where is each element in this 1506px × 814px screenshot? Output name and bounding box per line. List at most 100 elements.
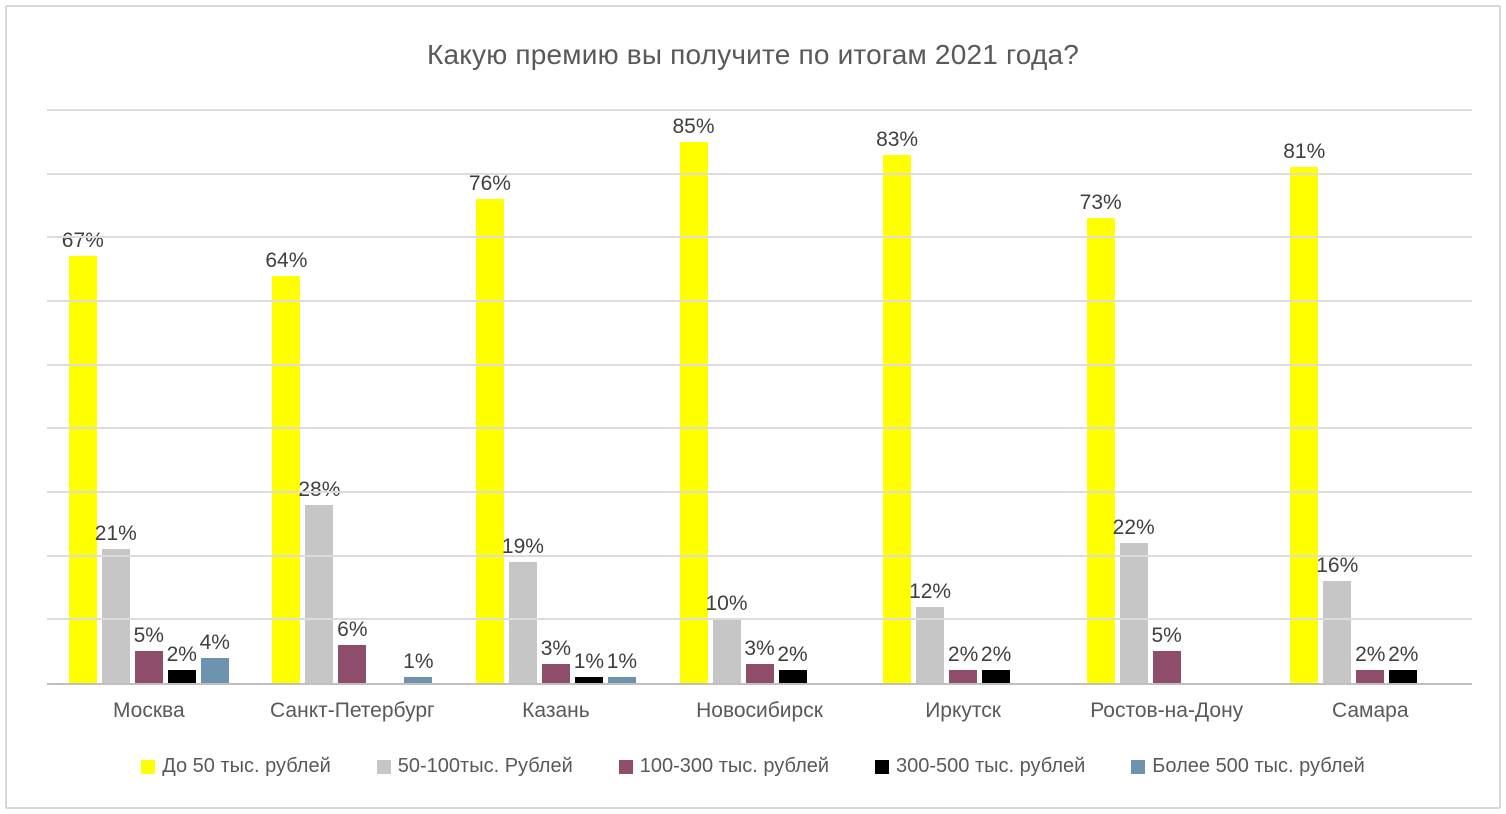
legend-item-5: Более 500 тыс. рублей	[1131, 755, 1365, 778]
bar-slot: 81%	[1283, 112, 1325, 683]
category-label-3: Казань	[522, 699, 590, 722]
gridline-50	[47, 363, 1472, 366]
bar-series5-cat3: 1%	[607, 651, 637, 683]
bar-series1-cat3: 76%	[469, 173, 511, 683]
legend: До 50 тыс. рублей 50-100тыс. Рублей 100-30…	[7, 755, 1499, 778]
bar-value-label: 1%	[573, 649, 605, 673]
legend-color-swatch-icon	[141, 759, 156, 774]
bar-slot	[1219, 112, 1247, 683]
legend-color-swatch-icon	[618, 759, 633, 774]
bar-value-label: 1%	[403, 649, 434, 673]
bar-value-label: 64%	[265, 248, 308, 272]
bar-slot: 64%	[265, 112, 307, 683]
legend-item-label: 100-300 тыс. рублей	[639, 755, 830, 777]
bar-series2-cat2: 28%	[298, 479, 340, 683]
bar-slot	[371, 112, 399, 683]
bar-value-label: 1%	[606, 649, 638, 673]
bar-series2-cat6: 22%	[1113, 517, 1155, 683]
legend-color-swatch-icon	[875, 759, 890, 774]
bar-slot	[1422, 112, 1450, 683]
bar-group-4: 85% 10% 3% 2%	[658, 112, 862, 683]
bar-series2-cat7: 16%	[1316, 555, 1358, 683]
bar-series1-cat4: 85%	[673, 116, 715, 683]
bar-value-label: 3%	[540, 636, 572, 660]
bar-slot: 4%	[200, 112, 230, 683]
bar-value-label: 83%	[876, 127, 919, 151]
gridline-10	[47, 618, 1472, 621]
gridline-70	[47, 236, 1472, 239]
bar-slot: 5%	[134, 112, 164, 683]
category-label-7: Самара	[1331, 699, 1409, 722]
bar-value-label: 22%	[1112, 515, 1155, 539]
gridline-90	[47, 109, 1472, 111]
gridline-20	[47, 554, 1472, 557]
bar-slot: 10%	[706, 112, 748, 683]
bar-series3-cat7: 2%	[1355, 644, 1385, 683]
bar-group-2: 64% 28% 6% 1%	[251, 112, 455, 683]
bar-series2-cat3: 19%	[502, 536, 544, 683]
bar-series1-cat1: 67%	[62, 230, 104, 683]
bar-slot: 16%	[1316, 112, 1358, 683]
chart-title: Какую премию вы получите по итогам 2021 …	[426, 39, 1080, 70]
bar-value-label: 28%	[298, 477, 341, 501]
bar-slot: 76%	[469, 112, 511, 683]
bar-series3-cat2: 6%	[337, 619, 368, 683]
bar-value-label: 85%	[672, 114, 715, 138]
bar-value-label: 6%	[337, 617, 368, 641]
bar-slot: 1%	[403, 112, 434, 683]
category-label-6: Ростов-на-Дону	[1090, 699, 1244, 722]
bar-series2-cat4: 10%	[706, 593, 748, 683]
bar-value-label: 67%	[61, 229, 104, 253]
bar-value-label: 2%	[1355, 643, 1386, 667]
bar-slot: 85%	[673, 112, 715, 683]
legend-item-label: 50-100тыс. Рублей	[397, 755, 573, 777]
bar-slot: 22%	[1113, 112, 1155, 683]
bar-slot: 3%	[540, 112, 572, 683]
bar-series1-cat6: 73%	[1080, 192, 1122, 683]
bar-series2-cat1: 21%	[95, 523, 137, 683]
bar-value-label: 5%	[133, 624, 164, 648]
bar-slot: 21%	[95, 112, 137, 683]
bar-slot: 28%	[298, 112, 340, 683]
bar-series1-cat2: 64%	[265, 250, 307, 683]
bar-group-5: 83% 12% 2% 2%	[861, 112, 1065, 683]
bar-series3-cat1: 5%	[134, 625, 164, 683]
category-label-1: Москва	[112, 699, 185, 722]
bar-slot: 83%	[876, 112, 918, 683]
bar-series5-cat2: 1%	[403, 651, 434, 683]
bar-slot	[1015, 112, 1043, 683]
bar-series1-cat7: 81%	[1283, 141, 1325, 683]
bar-value-label: 2%	[166, 643, 197, 667]
legend-item-label: До 50 тыс. рублей	[162, 755, 331, 777]
bar-slot: 12%	[909, 112, 951, 683]
x-axis-category-row: Москва Санкт-Петербург Казань Новосибирск Ир…	[47, 699, 1472, 723]
bar-value-label: 2%	[1388, 643, 1419, 667]
bar-groups-container: 67% 21% 5% 2% 4% 64% 28% 6% 1% 76% 19% 3% 1% 1% 85% 10%…	[47, 112, 1472, 683]
bar-slot: 3%	[744, 112, 775, 683]
bar-series3-cat4: 3%	[744, 638, 775, 683]
plot-area: 67% 21% 5% 2% 4% 64% 28% 6% 1% 76% 19% 3% 1% 1% 85% 10%…	[47, 109, 1472, 685]
bar-value-label: 19%	[501, 535, 544, 559]
bar-slot: 2%	[166, 112, 197, 683]
bar-value-label: 76%	[468, 172, 511, 196]
gridline-30	[47, 491, 1472, 493]
gridline-60	[47, 300, 1472, 302]
bar-value-label: 16%	[1316, 554, 1359, 578]
bar-value-label: 2%	[947, 643, 979, 667]
legend-item-4: 300-500 тыс. рублей	[875, 755, 1085, 778]
bar-value-label: 21%	[94, 522, 137, 546]
bar-slot	[1186, 112, 1214, 683]
bar-value-label: 73%	[1079, 191, 1122, 215]
bar-group-7: 81% 16% 2% 2%	[1268, 112, 1472, 683]
legend-item-label: 300-500 тыс. рублей	[896, 755, 1086, 777]
bar-group-1: 67% 21% 5% 2% 4%	[47, 112, 251, 683]
bar-slot: 67%	[62, 112, 104, 683]
bar-group-6: 73% 22% 5%	[1065, 112, 1269, 683]
bar-series4-cat4: 2%	[777, 644, 808, 683]
bar-value-label: 12%	[909, 579, 952, 603]
bar-slot: 1%	[607, 112, 637, 683]
bar-slot: 1%	[573, 112, 605, 683]
bar-series4-cat7: 2%	[1388, 644, 1418, 683]
bar-value-label: 2%	[777, 643, 808, 667]
category-label-5: Иркутск	[925, 699, 1001, 722]
